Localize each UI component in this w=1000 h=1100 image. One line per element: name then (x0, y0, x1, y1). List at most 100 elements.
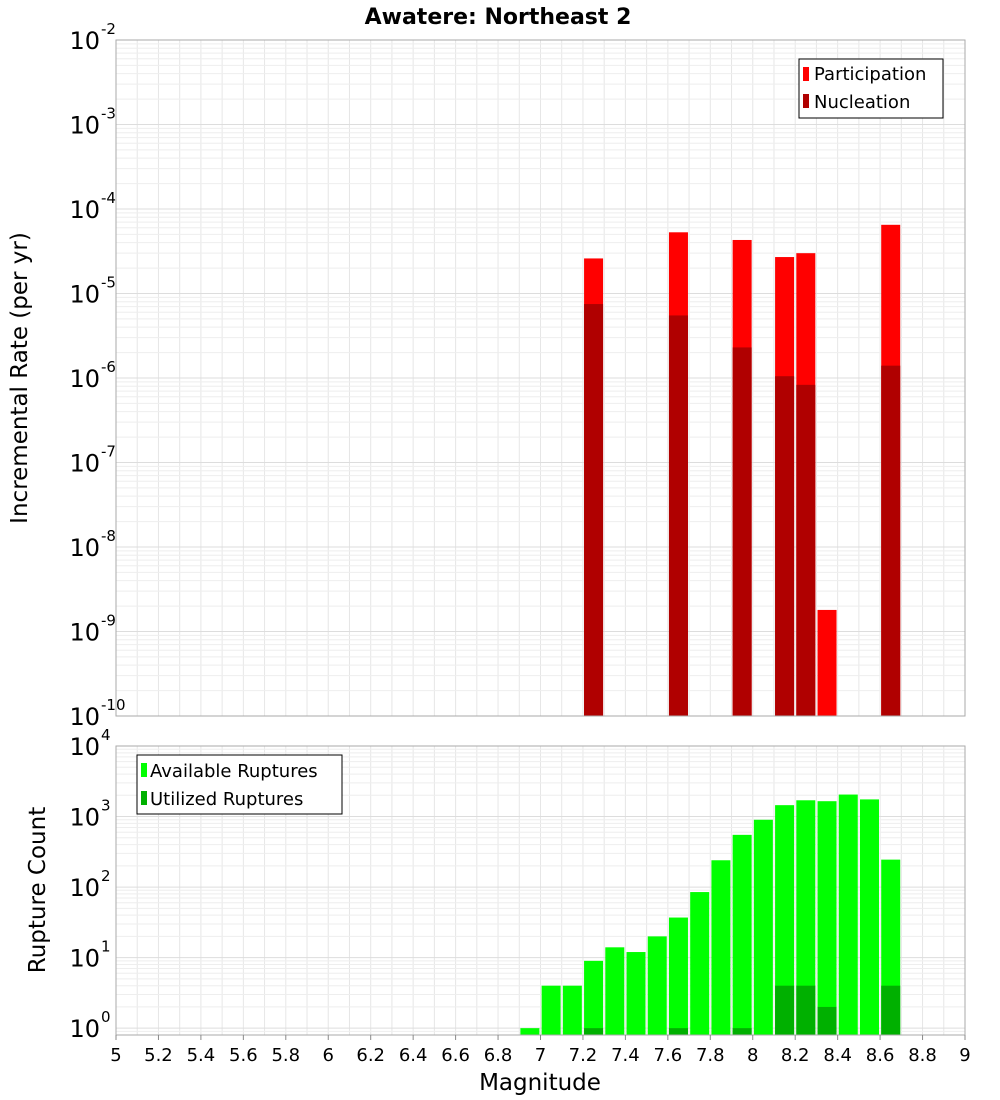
participation-swatch (803, 67, 809, 81)
top-y-tick-exp: -2 (101, 20, 116, 38)
top-y-tick: 10 -8 (69, 527, 116, 562)
top-bar-nucleation (796, 384, 816, 716)
top-plot-frame (115, 39, 966, 717)
bottom-y-tick-exp: 3 (101, 797, 111, 815)
top-plot-bars (584, 224, 901, 716)
top-y-tick-exp: -5 (101, 274, 116, 292)
bottom-bar-utilized (817, 1006, 837, 1035)
x-tick-label: 7.8 (696, 1045, 725, 1066)
nucleation-swatch (803, 94, 809, 108)
top-bar-nucleation (732, 347, 752, 716)
top-y-tick: 10 -9 (69, 612, 116, 647)
top-y-tick-exp: -3 (101, 105, 116, 123)
top-y-tick-base: 10 (69, 112, 100, 140)
x-tick-label: 8.2 (781, 1045, 810, 1066)
x-tick-label: 8 (747, 1045, 758, 1066)
top-y-tick: 10 -2 (69, 20, 116, 55)
top-y-tick-exp: -6 (101, 358, 116, 376)
x-tick-label: 8.6 (866, 1045, 895, 1066)
nucleation-legend-label: Nucleation (814, 92, 910, 113)
bottom-bar-utilized (881, 985, 901, 1035)
x-tick-label: 9 (959, 1045, 970, 1066)
top-y-tick: 10 -3 (69, 105, 116, 140)
available-swatch (141, 763, 147, 777)
bottom-bar-available (817, 801, 837, 1035)
x-tick-label: 7 (535, 1045, 546, 1066)
bottom-bar-available (838, 794, 858, 1035)
x-tick-label: 7.4 (611, 1045, 640, 1066)
x-axis-label: Magnitude (479, 1070, 601, 1096)
bottom-y-tick-base: 10 (69, 874, 100, 902)
bottom-y-tick-base: 10 (69, 1015, 100, 1043)
top-y-tick: 10 -7 (69, 443, 116, 478)
bottom-y-tick-base: 10 (69, 945, 100, 973)
x-tick-label: 5.4 (187, 1045, 216, 1066)
bottom-y-tick-base: 10 (69, 804, 100, 832)
bottom-bar-utilized (732, 1028, 752, 1035)
top-y-tick-base: 10 (69, 196, 100, 224)
bottom-y-tick: 10 4 (69, 726, 110, 761)
available-legend-label: Available Ruptures (150, 761, 318, 782)
top-bar-nucleation (668, 315, 688, 716)
x-tick-labels: 5 5.2 5.4 5.6 5.8 6 6.2 6.4 6.6 6.8 7 7.2 7.4 7.6 7.8 8… (110, 1035, 971, 1066)
bottom-bar-available (520, 1028, 540, 1035)
x-tick-label: 6.8 (484, 1045, 513, 1066)
bottom-y-tick-exp: 2 (101, 867, 111, 885)
top-legend-box (798, 58, 944, 119)
x-tick-label: 6.4 (399, 1045, 428, 1066)
bottom-plot-bars (520, 794, 901, 1035)
x-tick-label: 8.4 (823, 1045, 852, 1066)
bottom-bar-available (584, 960, 604, 1035)
bottom-y-tick-base: 10 (69, 733, 100, 761)
bottom-bar-available (668, 917, 688, 1035)
top-y-tick-exp: -7 (101, 443, 116, 461)
top-y-tick: 10 -10 (69, 696, 125, 731)
chart-title: Awatere: Northeast 2 (365, 5, 632, 30)
bottom-legend: Available Ruptures Utilized Ruptures (136, 754, 343, 815)
bottom-bar-available (753, 819, 773, 1035)
top-y-tick: 10 -5 (69, 274, 116, 309)
x-tick-label: 6.2 (356, 1045, 385, 1066)
top-y-tick-exp: -8 (101, 527, 116, 545)
top-y-tick-base: 10 (69, 27, 100, 55)
top-bar-participation (817, 609, 837, 716)
bottom-bar-available (859, 799, 879, 1035)
bottom-y-tick-exp: 4 (101, 726, 111, 744)
bottom-bar-utilized (796, 985, 816, 1035)
x-tick-label: 7.6 (654, 1045, 683, 1066)
top-legend: Participation Nucleation (798, 58, 944, 119)
bottom-y-tick-exp: 0 (101, 1008, 111, 1026)
x-tick-label: 5 (110, 1045, 121, 1066)
x-tick-label: 6 (323, 1045, 334, 1066)
bottom-y-tick: 10 2 (69, 867, 110, 902)
top-y-tick-exp: -9 (101, 612, 116, 630)
top-plot-grid (115, 39, 966, 717)
top-y-tick-base: 10 (69, 281, 100, 309)
bottom-bar-available (796, 800, 816, 1035)
bottom-bar-available (711, 860, 731, 1035)
top-y-tick: 10 -4 (69, 189, 116, 224)
x-tick-label: 5.2 (144, 1045, 173, 1066)
utilized-legend-label: Utilized Ruptures (150, 789, 303, 810)
bottom-y-tick: 10 0 (69, 1008, 110, 1043)
top-y-tick-base: 10 (69, 619, 100, 647)
bottom-y-tick: 10 1 (69, 938, 110, 973)
top-y-axis-label: Incremental Rate (per yr) (7, 232, 33, 524)
bottom-bar-available (690, 892, 710, 1035)
top-y-tick-base: 10 (69, 450, 100, 478)
bottom-bar-available (541, 985, 561, 1035)
participation-legend-label: Participation (814, 64, 926, 85)
top-y-tick-base: 10 (69, 703, 100, 731)
bottom-bar-available (605, 947, 625, 1035)
x-tick-label: 5.6 (229, 1045, 258, 1066)
bottom-bar-available (626, 952, 646, 1035)
bottom-bar-utilized (668, 1028, 688, 1035)
top-bar-nucleation (584, 304, 604, 716)
bottom-y-tick-exp: 1 (101, 938, 111, 956)
bottom-y-tick: 10 3 (69, 797, 110, 832)
x-tick-label: 6.6 (441, 1045, 470, 1066)
bottom-legend-box (136, 754, 343, 815)
